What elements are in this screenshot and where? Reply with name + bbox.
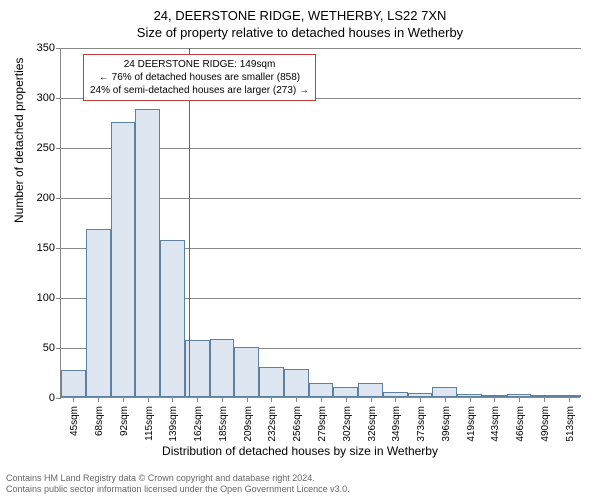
bar — [160, 240, 185, 397]
xtick-label: 302sqm — [342, 406, 353, 442]
xtick-label: 232sqm — [267, 406, 278, 442]
xtick-label: 490sqm — [540, 406, 551, 442]
xtick-mark — [172, 397, 173, 402]
xtick-label: 68sqm — [94, 406, 105, 436]
xtick-label: 162sqm — [193, 406, 204, 442]
xtick-mark — [321, 397, 322, 402]
xtick-label: 443sqm — [490, 406, 501, 442]
xtick-label: 466sqm — [515, 406, 526, 442]
xtick-mark — [371, 397, 372, 402]
ytick-mark — [56, 298, 61, 299]
xtick-label: 373sqm — [416, 406, 427, 442]
ytick-label: 50 — [25, 342, 55, 354]
ytick-mark — [56, 148, 61, 149]
plot: 05010015020025030035045sqm68sqm92sqm115s… — [60, 48, 580, 398]
xtick-label: 419sqm — [466, 406, 477, 442]
xtick-mark — [73, 397, 74, 402]
xtick-mark — [271, 397, 272, 402]
footer-line1: Contains HM Land Registry data © Crown c… — [6, 473, 350, 485]
bar — [111, 122, 136, 397]
ytick-mark — [56, 98, 61, 99]
xtick-label: 209sqm — [243, 406, 254, 442]
footer-line2: Contains public sector information licen… — [6, 484, 350, 496]
ytick-mark — [56, 198, 61, 199]
xtick-label: 139sqm — [168, 406, 179, 442]
xtick-mark — [148, 397, 149, 402]
xtick-mark — [346, 397, 347, 402]
ytick-label: 150 — [25, 242, 55, 254]
xtick-mark — [296, 397, 297, 402]
bar — [259, 367, 284, 397]
title-main: 24, DEERSTONE RIDGE, WETHERBY, LS22 7XN — [0, 0, 600, 23]
bar — [432, 387, 457, 397]
ytick-mark — [56, 398, 61, 399]
ytick-label: 300 — [25, 92, 55, 104]
bar — [210, 339, 235, 397]
xtick-mark — [98, 397, 99, 402]
bar — [86, 229, 111, 397]
ytick-mark — [56, 248, 61, 249]
xtick-mark — [470, 397, 471, 402]
chart-container: 24, DEERSTONE RIDGE, WETHERBY, LS22 7XN … — [0, 0, 600, 500]
xtick-label: 279sqm — [317, 406, 328, 442]
xtick-mark — [544, 397, 545, 402]
bar — [284, 369, 309, 397]
xtick-mark — [222, 397, 223, 402]
xtick-label: 396sqm — [441, 406, 452, 442]
xtick-label: 185sqm — [218, 406, 229, 442]
xtick-mark — [197, 397, 198, 402]
xtick-label: 92sqm — [119, 406, 130, 436]
ytick-label: 100 — [25, 292, 55, 304]
xtick-label: 513sqm — [565, 406, 576, 442]
ytick-label: 200 — [25, 192, 55, 204]
annotation-line: ← 76% of detached houses are smaller (85… — [90, 71, 309, 84]
chart-area: 05010015020025030035045sqm68sqm92sqm115s… — [60, 48, 580, 398]
bar — [135, 109, 160, 397]
xtick-mark — [123, 397, 124, 402]
ytick-label: 350 — [25, 42, 55, 54]
annotation-line: 24 DEERSTONE RIDGE: 149sqm — [90, 58, 309, 71]
ytick-mark — [56, 48, 61, 49]
xtick-mark — [445, 397, 446, 402]
xtick-mark — [395, 397, 396, 402]
xtick-label: 326sqm — [367, 406, 378, 442]
gridline — [61, 48, 581, 49]
footer: Contains HM Land Registry data © Crown c… — [6, 473, 350, 496]
xtick-label: 256sqm — [292, 406, 303, 442]
bar — [309, 383, 334, 397]
xtick-mark — [569, 397, 570, 402]
xtick-mark — [420, 397, 421, 402]
yaxis-label: Number of detached properties — [12, 58, 26, 223]
xtick-mark — [494, 397, 495, 402]
ytick-mark — [56, 348, 61, 349]
xtick-mark — [519, 397, 520, 402]
ytick-label: 0 — [25, 392, 55, 404]
title-sub: Size of property relative to detached ho… — [0, 23, 600, 40]
bar — [61, 370, 86, 397]
bar — [333, 387, 358, 397]
ytick-label: 250 — [25, 142, 55, 154]
xtick-label: 45sqm — [69, 406, 80, 436]
xtick-mark — [247, 397, 248, 402]
xtick-label: 349sqm — [391, 406, 402, 442]
annotation-box: 24 DEERSTONE RIDGE: 149sqm← 76% of detac… — [83, 54, 316, 101]
bar — [234, 347, 259, 397]
bar — [358, 383, 383, 397]
xtick-label: 115sqm — [144, 406, 155, 441]
annotation-line: 24% of semi-detached houses are larger (… — [90, 84, 309, 97]
xaxis-label: Distribution of detached houses by size … — [0, 444, 600, 458]
